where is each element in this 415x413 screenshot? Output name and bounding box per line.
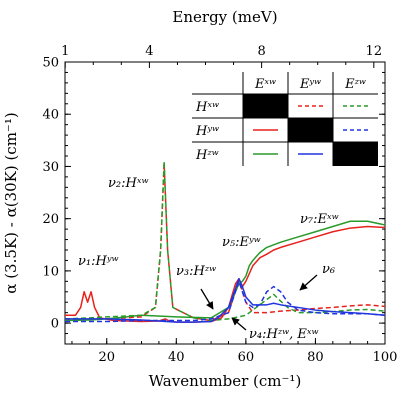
top-tick-label: 8: [257, 44, 265, 59]
y-tick-label: 20: [42, 212, 59, 227]
annotation-arrow: [299, 274, 318, 291]
annotation-label: ν₃:Hᶻʷ: [176, 264, 216, 279]
annotation-label: ν₆: [322, 262, 335, 277]
legend-cell-black: [288, 118, 333, 142]
series-group: [64, 160, 386, 323]
series-line-5: [65, 280, 386, 323]
x-tick-label: 40: [168, 350, 185, 365]
x-tick-label: 80: [307, 350, 324, 365]
series-line-2: [64, 220, 386, 322]
top-tick-label: 4: [145, 44, 153, 59]
annotation-label: ν₇:Eˣʷ: [300, 212, 339, 227]
y-tick-label: 30: [42, 160, 59, 175]
legend-table: Eˣʷ Eʸʷ Eᶻʷ Hˣʷ Hʸʷ Hᶻʷ: [192, 72, 378, 166]
legend-cell-black: [333, 142, 378, 166]
top-tick-label: 12: [366, 44, 383, 59]
annotations-group: ν₁:Hʸʷ ν₂:Hˣʷ ν₃:Hᶻʷ ν₅:Eʸʷ ν₆ ν₇:Eˣʷ ν₄:Hᶻʷ, …: [78, 176, 339, 342]
annotation-label: ν₁:Hʸʷ: [78, 254, 118, 269]
series-line-4: [65, 277, 386, 323]
x-tick-label: 20: [98, 350, 115, 365]
top-tick-label: 1: [61, 44, 69, 59]
x-tick-label: 60: [238, 350, 255, 365]
x-tick-label: 100: [373, 350, 398, 365]
ticks-group: 20 40 60 80 100 0 10 20 30 40 501 4 8 12: [42, 44, 397, 365]
legend-cell-black: [243, 94, 288, 118]
legend-row-header: Hʸʷ: [195, 124, 219, 139]
y-tick-label: 0: [51, 317, 59, 332]
legend-row-header: Hˣʷ: [195, 100, 219, 115]
plot-frame: [64, 61, 386, 345]
legend-col-header: Eᶻʷ: [344, 77, 366, 92]
annotation-arrow: [200, 288, 214, 310]
legend-row-header: Hᶻʷ: [195, 148, 219, 163]
y-tick-label: 40: [42, 108, 59, 123]
y-tick-label: 50: [42, 56, 59, 71]
y-axis-label: α (3.5K) - α(30K) (cm⁻¹): [2, 112, 20, 293]
legend-col-header: Eʸʷ: [299, 77, 321, 92]
x-axis-label: Wavenumber (cm⁻¹): [149, 372, 302, 390]
annotation-label: ν₂:Hˣʷ: [108, 176, 148, 191]
annotation-label: ν₅:Eʸʷ: [222, 235, 261, 250]
annotation-label: ν₄:Hᶻʷ, Eˣʷ: [249, 327, 319, 342]
legend-col-header: Eˣʷ: [254, 77, 276, 92]
series-line-0: [65, 225, 386, 323]
y-tick-label: 10: [42, 264, 59, 279]
top-axis-label: Energy (meV): [172, 8, 277, 26]
annotation-arrow: [231, 317, 247, 331]
